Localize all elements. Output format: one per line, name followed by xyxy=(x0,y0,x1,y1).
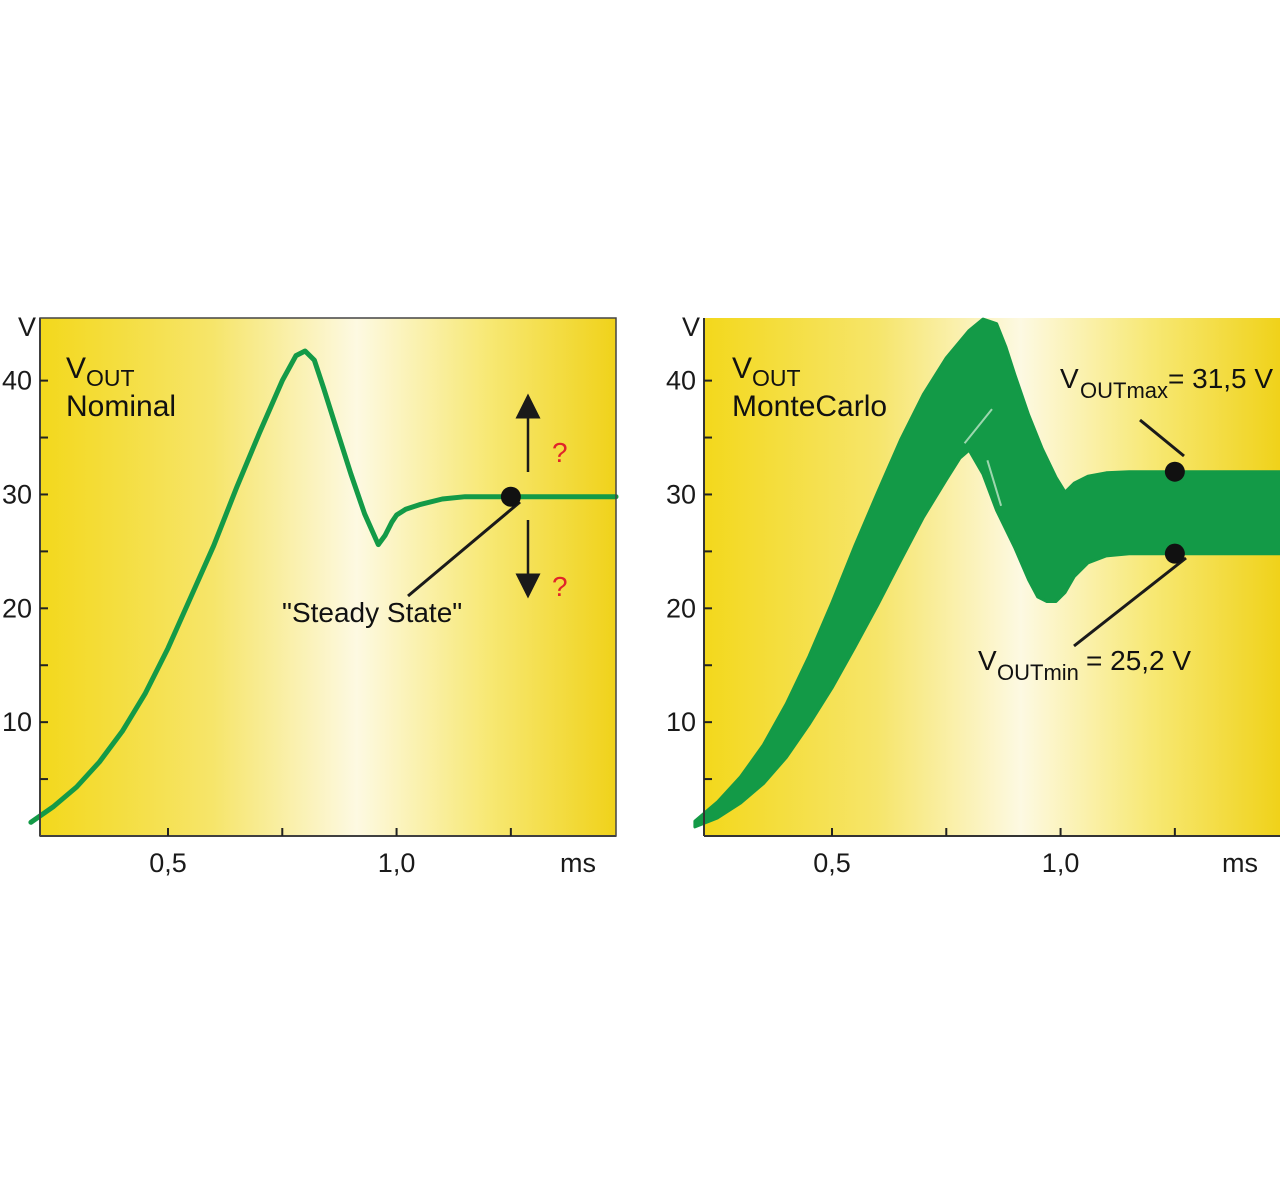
vmax-label-sub: OUTmax xyxy=(1080,378,1168,403)
vmax-marker xyxy=(1164,461,1185,482)
x-tick-label: 1,0 xyxy=(378,848,416,878)
y-tick-label: 40 xyxy=(2,366,32,396)
vmin-value: = 25,2 V xyxy=(1086,645,1191,676)
vmin-label-main: V xyxy=(978,645,997,676)
panel-title-main: V xyxy=(66,352,86,385)
y-tick-label: 20 xyxy=(2,593,32,623)
y-tick-label: 10 xyxy=(666,707,696,737)
vmax-value: = 31,5 V xyxy=(1168,363,1273,394)
question-mark-down: ? xyxy=(552,571,568,602)
y-axis-label: V xyxy=(18,312,36,342)
steady-state-label: "Steady State" xyxy=(282,597,462,628)
vmax-label-main: V xyxy=(1060,363,1079,394)
vmin-marker xyxy=(1164,543,1185,564)
vout-nominal-line xyxy=(28,348,619,825)
y-tick-label: 10 xyxy=(2,707,32,737)
x-tick-label: 0,5 xyxy=(813,848,851,878)
y-tick-label: 40 xyxy=(666,366,696,396)
x-axis-label: ms xyxy=(560,848,596,878)
band-highlight-line xyxy=(963,408,1003,507)
vout-montecarlo-band xyxy=(693,317,1280,829)
y-tick-label: 30 xyxy=(2,479,32,509)
panel-title-line2: Nominal xyxy=(66,390,176,423)
question-mark-up: ? xyxy=(552,437,568,468)
vmax-leader xyxy=(1139,418,1185,458)
vmin-leader xyxy=(1073,556,1187,648)
x-axis-label: ms xyxy=(1222,848,1258,878)
x-tick-label: 1,0 xyxy=(1042,848,1080,878)
panel-title-sub: OUT xyxy=(752,365,801,391)
montecarlo-chart: V OUT MonteCarlo V ms 0,5 1,0 10 20 30 40 V O… xyxy=(666,312,1280,878)
plot-border xyxy=(39,317,617,837)
panel-title-sub: OUT xyxy=(86,365,135,391)
y-axis-label: V xyxy=(682,312,700,342)
panel-title-main: V xyxy=(732,352,752,385)
nominal-chart: V OUT Nominal V ms 0,5 1,0 10 20 30 40 ? ? "S… xyxy=(2,312,619,878)
y-tick-label: 30 xyxy=(666,479,696,509)
y-tick-label: 20 xyxy=(666,593,696,623)
panel-title-line2: MonteCarlo xyxy=(732,390,887,423)
steady-state-leader xyxy=(407,500,521,598)
steady-state-marker xyxy=(500,486,521,507)
vmin-label-sub: OUTmin xyxy=(997,660,1079,685)
x-tick-label: 0,5 xyxy=(149,848,187,878)
